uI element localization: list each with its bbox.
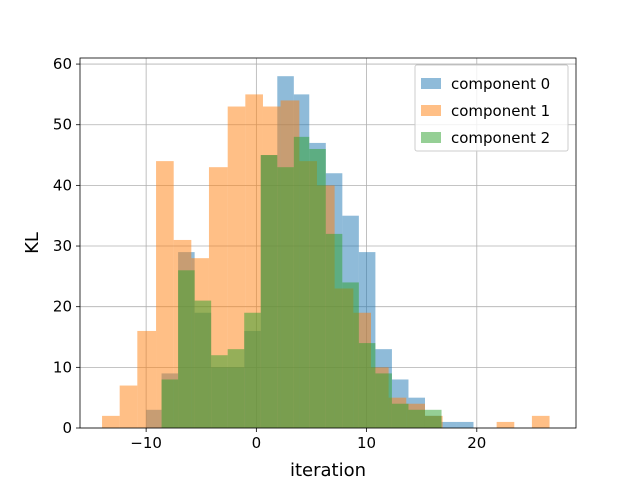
histogram-bar — [102, 415, 120, 428]
x-tick-label: −10 — [130, 434, 162, 452]
legend: component 0 component 1 component 2 — [414, 64, 569, 152]
y-tick-label: 10 — [53, 358, 72, 376]
histogram-bars — [102, 76, 550, 429]
x-axis-label: iteration — [290, 460, 366, 480]
histogram-bar — [161, 379, 179, 428]
histogram-bar — [211, 355, 228, 428]
legend-box — [414, 64, 569, 152]
y-tick-label: 60 — [53, 55, 72, 73]
histogram-bar — [119, 385, 138, 428]
histogram-bar — [277, 167, 294, 428]
x-tick-label: 0 — [252, 434, 262, 452]
x-tick-label: 10 — [357, 434, 376, 452]
legend-label: component 2 — [451, 129, 550, 147]
histogram-bar — [137, 330, 157, 428]
histogram-bar — [456, 421, 474, 428]
plot-frame — [79, 57, 577, 429]
histogram-bar — [309, 148, 326, 428]
histogram-bar — [194, 300, 212, 428]
y-axis-label: KL — [22, 232, 43, 254]
histogram-bar — [227, 349, 245, 428]
y-tick-label: 0 — [62, 419, 72, 437]
y-tick-label: 30 — [53, 237, 72, 255]
histogram-bar — [293, 136, 310, 428]
histogram-bar — [408, 409, 425, 428]
axis-ticks: −10 0 10 20 0 10 20 30 40 50 60 — [53, 55, 486, 452]
series-2-bars — [161, 136, 442, 428]
histogram-bar — [531, 415, 550, 428]
y-tick-label: 20 — [53, 298, 72, 316]
histogram-bar — [496, 421, 515, 428]
legend-swatch — [421, 78, 441, 89]
histogram-bar — [358, 343, 376, 428]
y-tick-label: 40 — [53, 176, 72, 194]
legend-label: component 0 — [451, 75, 550, 93]
histogram-bar — [227, 106, 246, 428]
legend-label: component 1 — [451, 102, 550, 120]
histogram-bar — [342, 282, 359, 428]
histogram-bar — [244, 312, 261, 428]
legend-swatch — [421, 105, 441, 116]
histogram-bar — [424, 409, 442, 428]
y-tick-label: 50 — [53, 116, 72, 134]
legend-swatch — [421, 132, 441, 143]
histogram-bar — [391, 403, 409, 428]
histogram-bar — [375, 373, 392, 428]
histogram-bar — [156, 161, 174, 429]
histogram-bar — [260, 155, 278, 428]
histogram-bar — [178, 270, 195, 428]
x-tick-label: 20 — [467, 434, 486, 452]
histogram-bar — [325, 233, 343, 428]
histogram-bar — [441, 421, 457, 428]
